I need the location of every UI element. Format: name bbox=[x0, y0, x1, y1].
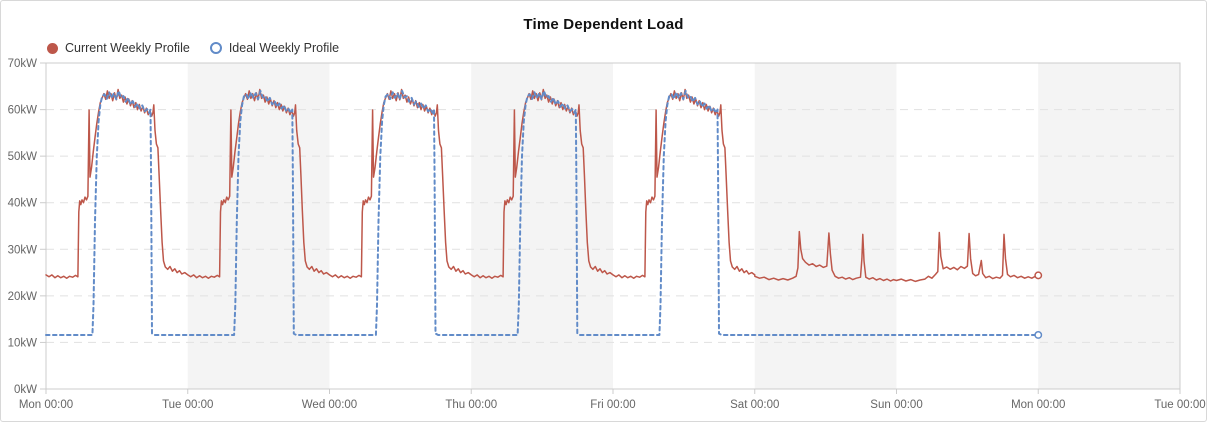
x-axis-label: Tue 00:00 bbox=[1154, 399, 1205, 411]
x-axis: Mon 00:00 Tue 00:00 Wed 00:00 Thu 00:00 Fri … bbox=[19, 389, 1206, 411]
legend-item-current-weekly-profile[interactable]: Current Weekly Profile bbox=[47, 41, 190, 55]
x-axis-label: Tue 00:00 bbox=[162, 399, 213, 411]
chart-title: Time Dependent Load bbox=[523, 16, 684, 33]
y-axis-label: 10kW bbox=[8, 337, 38, 349]
plot-area[interactable] bbox=[46, 63, 1180, 389]
y-axis-label: 70kW bbox=[8, 58, 38, 70]
y-axis: 0kW 10kW 20kW 30kW 40kW 50kW 60kW 70kW bbox=[8, 58, 46, 396]
filled-circle-icon bbox=[47, 42, 58, 54]
x-axis-label: Thu 00:00 bbox=[445, 399, 497, 411]
open-circle-icon bbox=[209, 42, 222, 54]
x-axis-label: Mon 00:00 bbox=[1011, 399, 1065, 411]
chart-legend: Current Weekly Profile Ideal Weekly Prof… bbox=[47, 41, 339, 55]
y-axis-label: 20kW bbox=[8, 291, 38, 303]
legend-label-ideal: Ideal Weekly Profile bbox=[228, 41, 340, 55]
y-axis-label: 50kW bbox=[8, 151, 38, 163]
x-axis-label: Fri 00:00 bbox=[590, 399, 635, 411]
x-axis-label: Sun 00:00 bbox=[870, 399, 922, 411]
series-line-ideal-weekly-profile bbox=[45, 89, 1040, 336]
series-end-marker bbox=[1034, 271, 1043, 280]
series-line-current-weekly-profile bbox=[45, 88, 1040, 283]
y-axis-label: 60kW bbox=[8, 105, 38, 117]
x-axis-label: Mon 00:00 bbox=[19, 399, 73, 411]
legend-item-ideal-weekly-profile[interactable]: Ideal Weekly Profile bbox=[209, 41, 340, 55]
y-axis-label: 40kW bbox=[8, 198, 38, 210]
x-axis-label: Sat 00:00 bbox=[730, 399, 779, 411]
series-end-marker bbox=[1034, 331, 1043, 339]
y-axis-label: 30kW bbox=[8, 244, 38, 256]
x-axis-label: Wed 00:00 bbox=[302, 399, 357, 411]
legend-label-current: Current Weekly Profile bbox=[65, 41, 190, 55]
y-axis-label: 0kW bbox=[14, 384, 37, 396]
